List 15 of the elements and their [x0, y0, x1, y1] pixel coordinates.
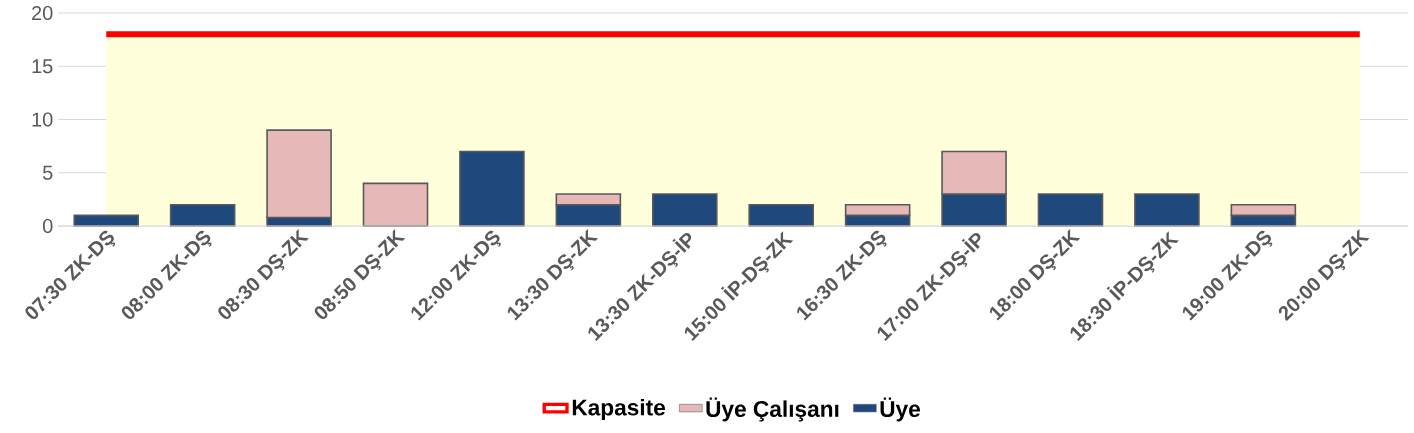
legend-label: Üye [880, 397, 920, 422]
y-tick-label: 20 [32, 5, 53, 21]
bar [362, 182, 429, 227]
y-tick-label: 0 [42, 218, 53, 234]
bar [651, 193, 718, 227]
legend-label: Üye Çalışanı [706, 397, 839, 422]
legend-label: Kapasite [572, 398, 666, 421]
bar [1037, 193, 1104, 227]
bar [169, 203, 236, 227]
bar [459, 150, 525, 227]
y-tick-label: 15 [32, 59, 53, 74]
bar [1134, 193, 1200, 227]
y-tick-label: 5 [42, 165, 53, 180]
bar [748, 203, 815, 227]
y-tick-label: 10 [32, 112, 53, 127]
